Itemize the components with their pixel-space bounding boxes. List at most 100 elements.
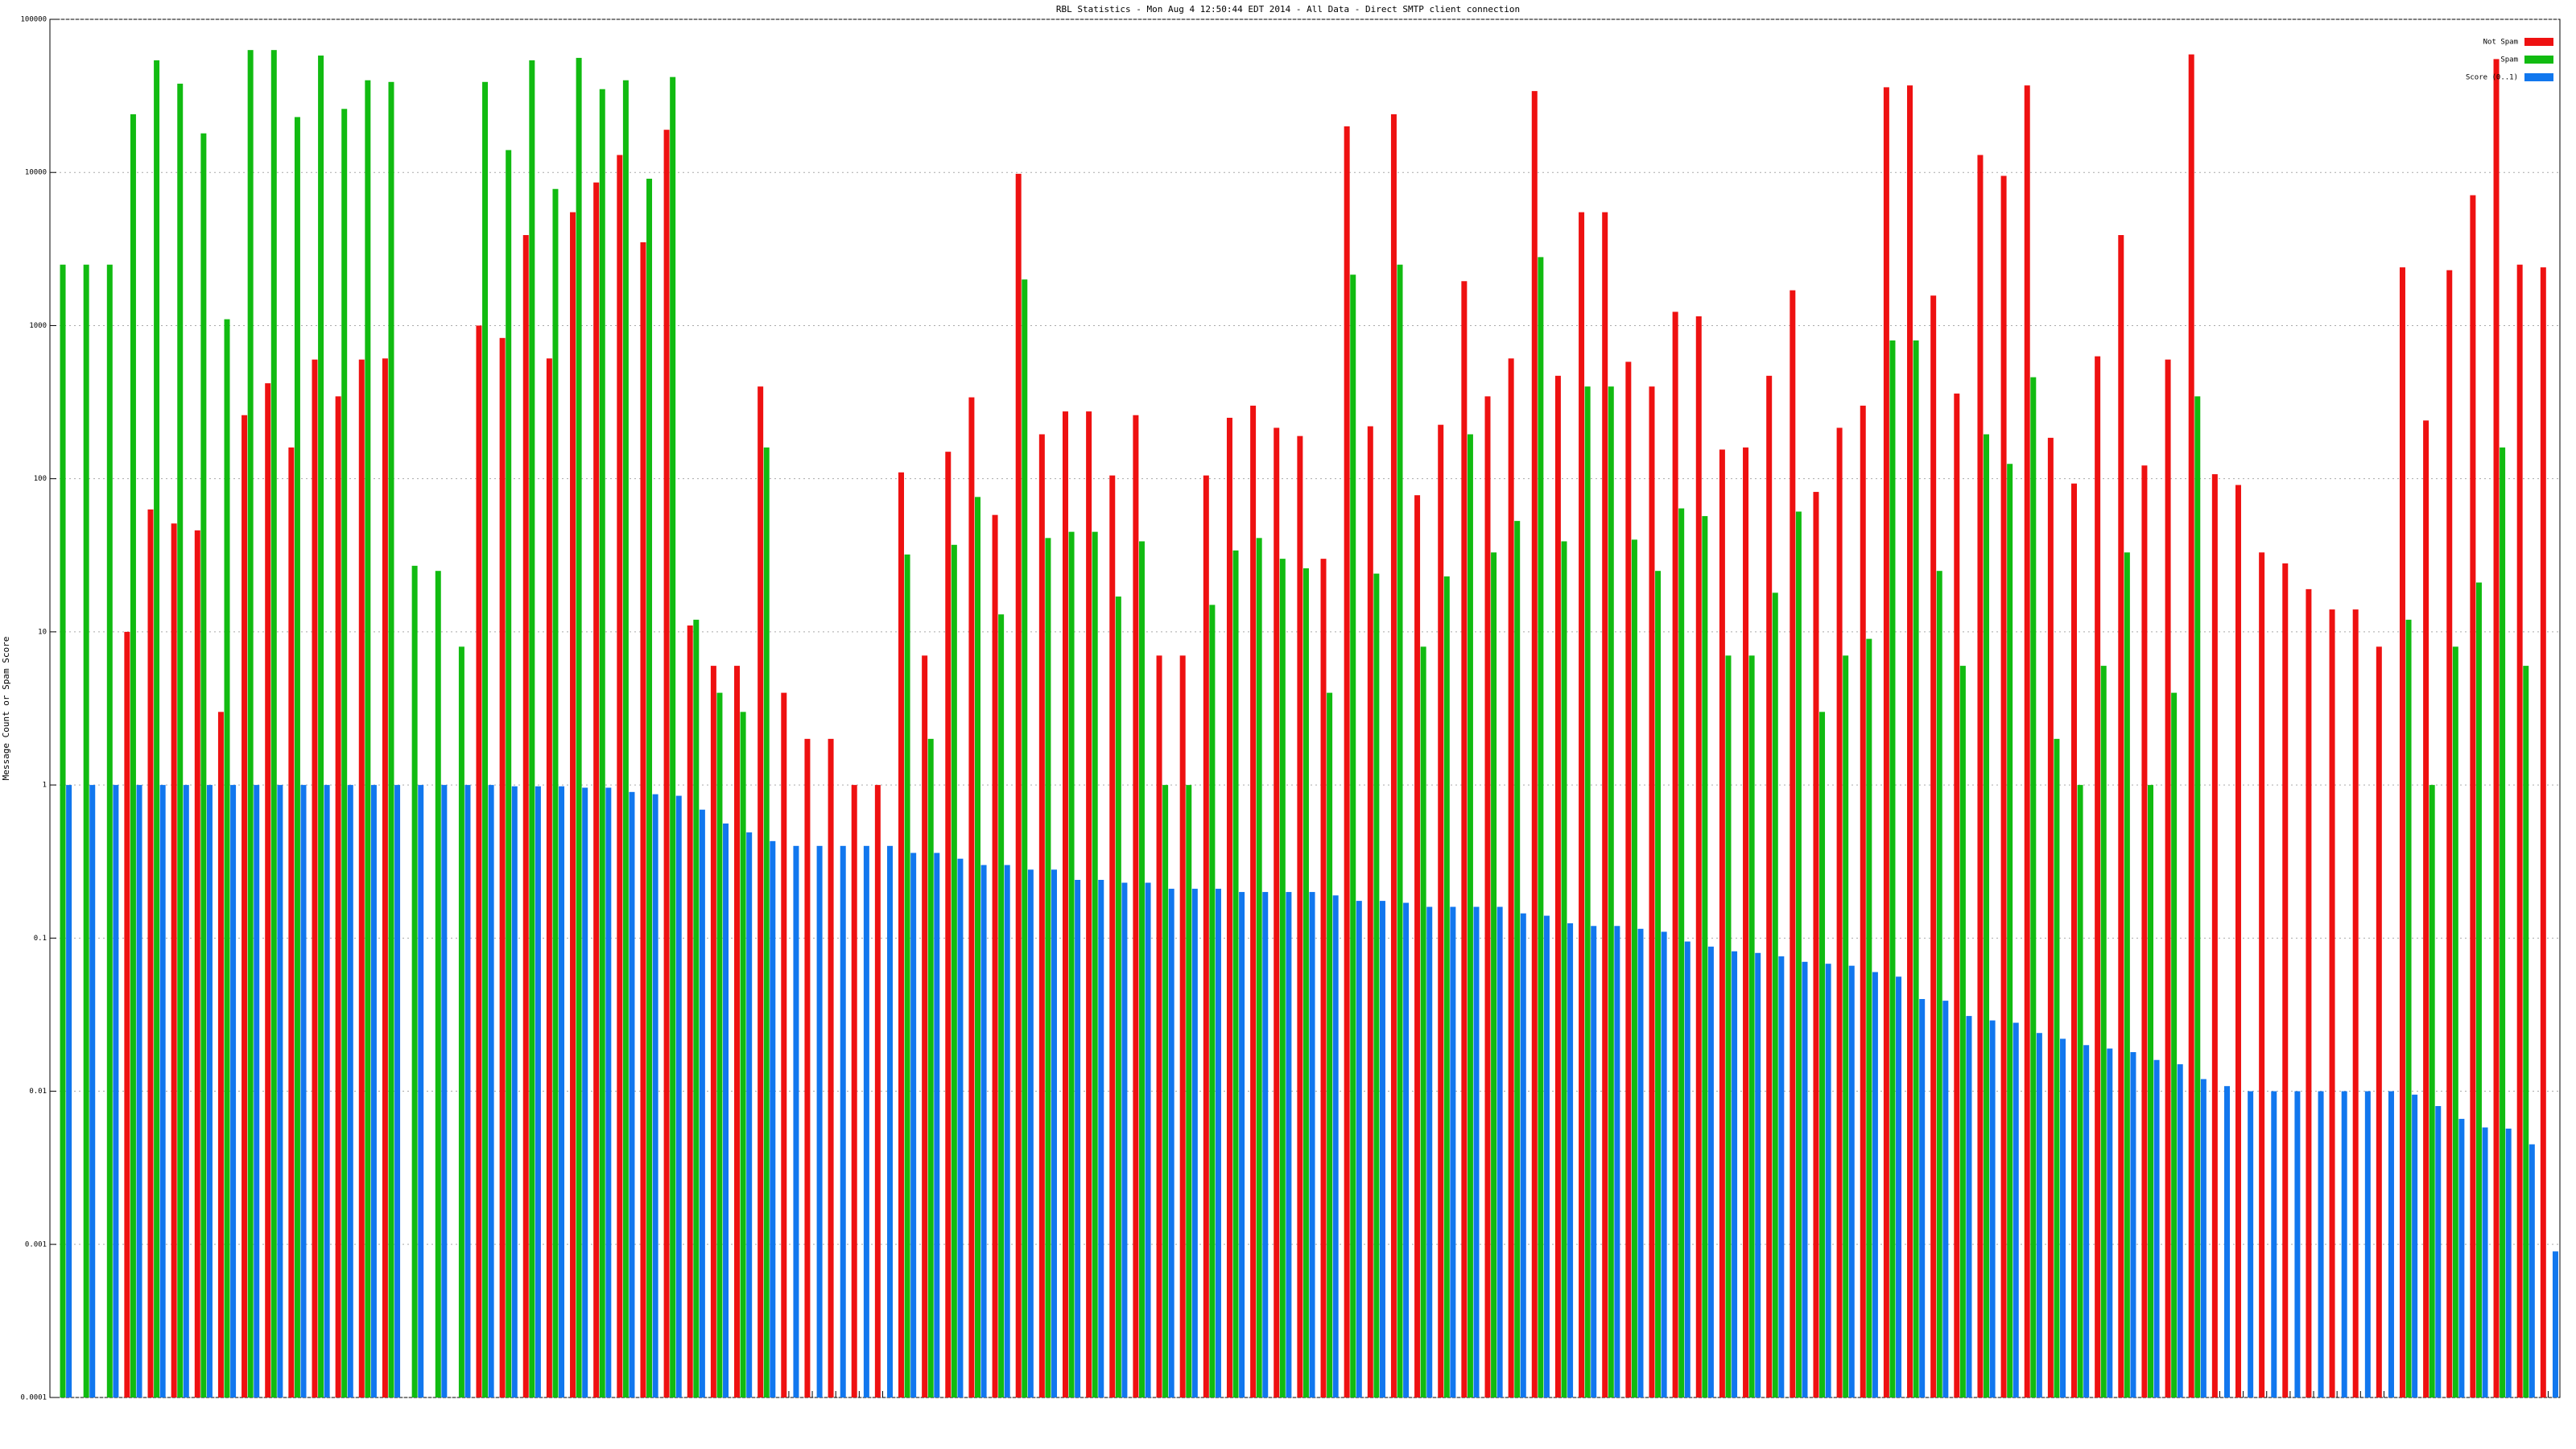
- bar: [1279, 559, 1286, 1397]
- bar: [2388, 1091, 2394, 1397]
- bar: [2200, 1079, 2207, 1397]
- bar: [1778, 956, 1785, 1397]
- bar: [506, 150, 512, 1397]
- bar: [2047, 437, 2054, 1397]
- bar: [2423, 420, 2429, 1397]
- bar: [394, 785, 401, 1397]
- bar: [1203, 475, 1209, 1397]
- bar: [464, 785, 471, 1397]
- bar: [2429, 785, 2435, 1397]
- y-tick-label: 0.0001: [20, 1394, 47, 1402]
- bar: [1491, 552, 1497, 1397]
- bar: [1350, 275, 1356, 1397]
- bar: [2540, 267, 2546, 1397]
- bar: [365, 80, 371, 1398]
- bar: [898, 472, 904, 1397]
- y-tick-label: 0.001: [25, 1241, 47, 1249]
- bar: [1591, 926, 1597, 1397]
- bar: [2318, 1091, 2324, 1397]
- bar: [2364, 1091, 2371, 1397]
- bar: [288, 447, 295, 1397]
- bar: [2235, 485, 2241, 1397]
- bar: [1332, 895, 1339, 1397]
- bar: [147, 509, 154, 1397]
- bar: [2107, 1048, 2113, 1397]
- bar: [546, 358, 552, 1397]
- bar: [687, 625, 693, 1397]
- bar: [1561, 541, 1567, 1397]
- bar: [1790, 290, 1796, 1398]
- bar: [224, 319, 230, 1397]
- bar: [734, 666, 741, 1397]
- bar: [1637, 928, 1644, 1397]
- bar: [1538, 257, 1544, 1398]
- bar: [1954, 393, 1960, 1397]
- bar: [171, 523, 177, 1397]
- bar: [1959, 666, 1966, 1397]
- bar: [1356, 901, 1362, 1397]
- bar: [1239, 892, 1245, 1397]
- bar: [2224, 1086, 2230, 1397]
- y-tick-label: 10: [38, 628, 47, 636]
- bar: [200, 133, 207, 1398]
- bar: [1367, 426, 1373, 1397]
- bar: [740, 712, 746, 1397]
- bar: [2452, 646, 2458, 1397]
- bar: [1579, 212, 1585, 1397]
- bar: [2030, 377, 2037, 1397]
- bar: [793, 845, 799, 1397]
- bar: [1226, 417, 1232, 1397]
- bar: [576, 57, 582, 1397]
- bar: [2095, 356, 2101, 1398]
- bar: [934, 852, 940, 1397]
- bar: [1327, 692, 1333, 1397]
- bar: [582, 787, 588, 1397]
- bar: [1115, 597, 1121, 1397]
- bar: [1133, 415, 1139, 1397]
- bar: [2399, 267, 2405, 1397]
- bar: [2024, 85, 2030, 1398]
- bar: [2248, 1091, 2254, 1397]
- bar: [2188, 54, 2194, 1398]
- bar: [1872, 972, 1878, 1397]
- bar: [1004, 865, 1010, 1397]
- bar: [2171, 692, 2178, 1397]
- bar: [605, 787, 612, 1397]
- bar: [318, 56, 324, 1398]
- y-axis-label: Message Count or Spam Score: [1, 637, 11, 781]
- bar: [1403, 902, 1410, 1397]
- bar: [992, 514, 998, 1397]
- bar: [482, 81, 489, 1398]
- bar: [1121, 882, 1128, 1397]
- legend-label: Score (0..1): [2466, 74, 2518, 82]
- bar: [1051, 869, 1057, 1397]
- bar: [2470, 195, 2476, 1397]
- bar: [358, 359, 365, 1397]
- bar: [177, 83, 184, 1398]
- bar: [1179, 655, 1186, 1397]
- bar: [1966, 1016, 1972, 1397]
- bar: [1802, 961, 1808, 1397]
- bar: [1186, 785, 1192, 1397]
- bar: [2013, 1022, 2019, 1397]
- bar: [804, 738, 811, 1397]
- bar: [106, 264, 113, 1397]
- bar: [910, 852, 917, 1397]
- bar: [2376, 646, 2382, 1397]
- bar: [693, 619, 700, 1397]
- bar: [2118, 235, 2124, 1397]
- bar: [599, 89, 605, 1397]
- bar: [1883, 87, 1889, 1397]
- bar: [1702, 516, 1708, 1397]
- bar: [1707, 946, 1714, 1397]
- bar: [552, 188, 559, 1397]
- bar: [418, 785, 424, 1397]
- bar: [2329, 609, 2335, 1397]
- y-tick-label: 100000: [20, 16, 47, 24]
- bar: [2124, 552, 2130, 1397]
- bar: [242, 415, 248, 1397]
- bar: [2211, 474, 2218, 1398]
- bar: [670, 76, 676, 1397]
- bar: [1678, 508, 1685, 1397]
- bar: [770, 840, 776, 1397]
